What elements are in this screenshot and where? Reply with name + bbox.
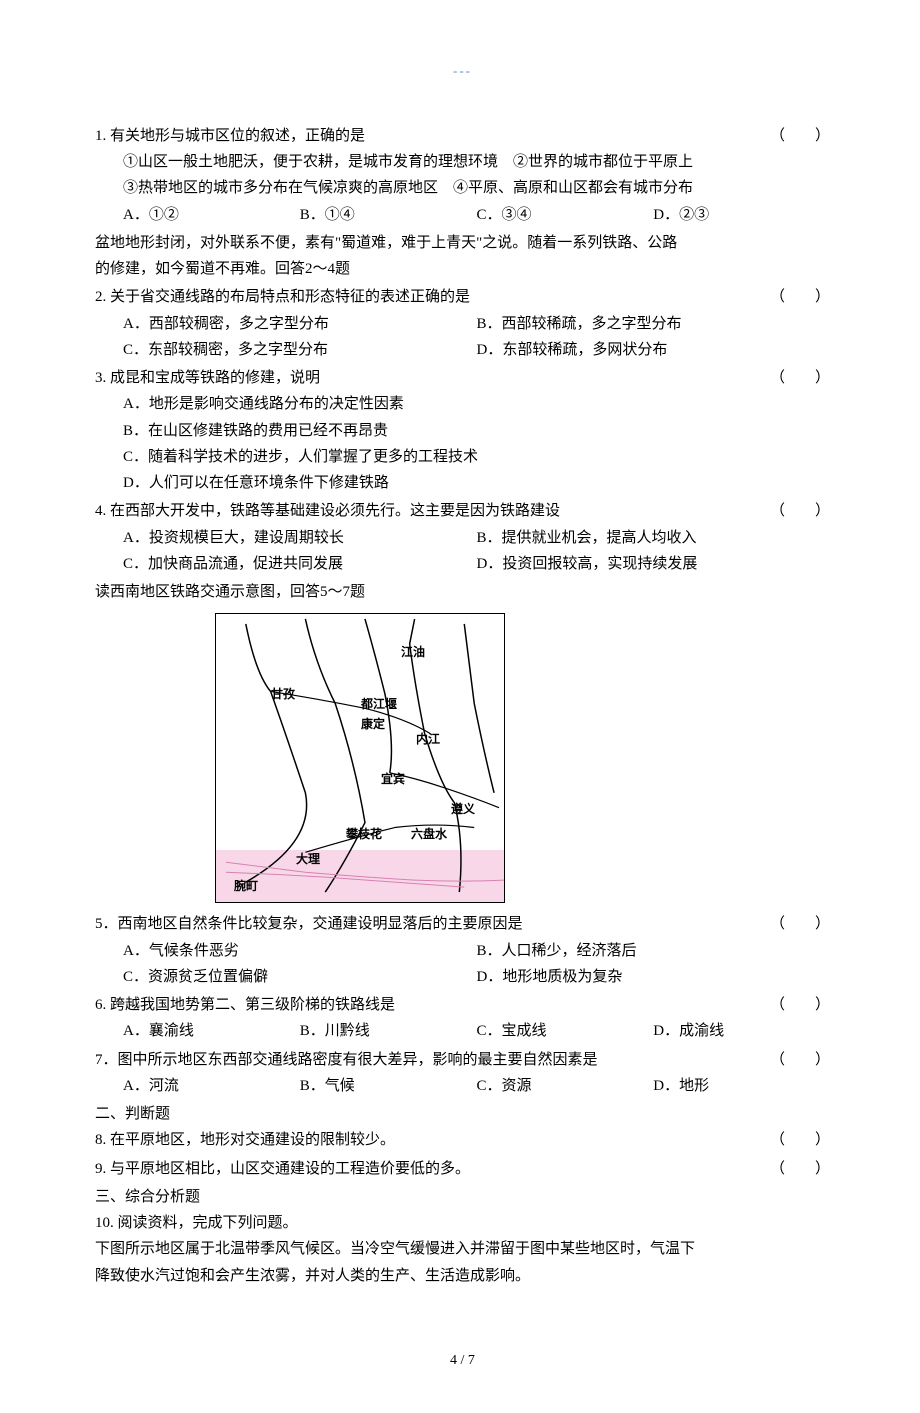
q1-optD: D．②③ (653, 202, 830, 228)
q4-optA: A．投资规模巨大，建设周期较长 (123, 525, 477, 551)
q6-paren: （ ） (760, 992, 830, 1018)
map-container: 江油甘孜 都江堰康定内江宜宾遵义六盘水 攀枝花大理腕町 (95, 613, 830, 903)
q3-optA: A．地形是影响交通线路分布的决定性因素 (95, 391, 830, 417)
q3-paren: （ ） (760, 365, 830, 391)
map-city-label: 攀枝花 (346, 824, 382, 845)
q6-stem: 6. 跨越我国地势第二、第三级阶梯的铁路线是 (95, 992, 760, 1018)
q5-optA: A．气候条件恶劣 (123, 938, 477, 964)
map-city-label: 遵义 (451, 799, 475, 820)
q5-optC: C．资源贫乏位置偏僻 (123, 964, 477, 990)
q7-paren: （ ） (760, 1047, 830, 1073)
q10-line2: 降致使水汽过饱和会产生浓雾，并对人类的生产、生活造成影响。 (95, 1263, 830, 1289)
q1-optA: A．①② (123, 202, 300, 228)
map-city-label: 甘孜 (271, 684, 295, 705)
q4-options-row1: A．投资规模巨大，建设周期较长 B．提供就业机会，提高人均收入 (95, 525, 830, 551)
q5-paren: （ ） (760, 911, 830, 937)
q9-stem: 9. 与平原地区相比，山区交通建设的工程造价要低的多。 (95, 1156, 760, 1182)
header-dash: --- (95, 60, 830, 83)
q7-optC: C．资源 (477, 1073, 654, 1099)
q4-optD: D．投资回报较高，实现持续发展 (477, 551, 831, 577)
map-city-label: 内江 (416, 729, 440, 750)
q2-options-row1: A．西部较稠密，多之字型分布 B．西部较稀疏，多之字型分布 (95, 311, 830, 337)
q5-optD: D．地形地质极为复杂 (477, 964, 831, 990)
q7-optD: D．地形 (653, 1073, 830, 1099)
q8-paren: （ ） (760, 1127, 830, 1153)
q5-options-row1: A．气候条件恶劣 B．人口稀少，经济落后 (95, 938, 830, 964)
map-city-label: 六盘水 (411, 824, 447, 845)
question-10: 10. 阅读资料，完成下列问题。 下图所示地区属于北温带季风气候区。当冷空气缓慢… (95, 1210, 830, 1289)
q7-optA: A．河流 (123, 1073, 300, 1099)
q3-optC: C．随着科学技术的进步，人们掌握了更多的工程技术 (95, 444, 830, 470)
q5-optB: B．人口稀少，经济落后 (477, 938, 831, 964)
question-3: 3. 成昆和宝成等铁路的修建，说明 （ ） A．地形是影响交通线路分布的决定性因… (95, 365, 830, 496)
q6-options: A．襄渝线 B．川黔线 C．宝成线 D．成渝线 (95, 1018, 830, 1044)
question-8: 8. 在平原地区，地形对交通建设的限制较少。 （ ） (95, 1127, 830, 1153)
map-city-label: 宜宾 (381, 769, 405, 790)
q6-optD: D．成渝线 (653, 1018, 830, 1044)
map-city-label: 大理 (296, 849, 320, 870)
section-3-heading: 三、综合分析题 (95, 1184, 830, 1210)
q7-optB: B．气候 (300, 1073, 477, 1099)
q1-statement-1: ①山区一般土地肥沃，便于农耕，是城市发育的理想环境 ②世界的城市都位于平原上 (95, 149, 830, 175)
map-city-label: 腕町 (234, 876, 258, 897)
q2-optA: A．西部较稠密，多之字型分布 (123, 311, 477, 337)
map-city-label: 康定 (361, 714, 385, 735)
page-footer: 4 / 7 (95, 1349, 830, 1374)
q4-optC: C．加快商品流通，促进共同发展 (123, 551, 477, 577)
q3-optD: D．人们可以在任意环境条件下修建铁路 (95, 470, 830, 496)
q6-optA: A．襄渝线 (123, 1018, 300, 1044)
q1-stem: 1. 有关地形与城市区位的叙述，正确的是 (95, 123, 760, 149)
q2-optD: D．东部较稀疏，多网状分布 (477, 337, 831, 363)
question-2: 2. 关于省交通线路的布局特点和形态特征的表述正确的是 （ ） A．西部较稠密，… (95, 284, 830, 363)
q3-stem: 3. 成昆和宝成等铁路的修建，说明 (95, 365, 760, 391)
q7-stem: 7．图中所示地区东西部交通线路密度有很大差异，影响的最主要自然因素是 (95, 1047, 760, 1073)
railway-map: 江油甘孜 都江堰康定内江宜宾遵义六盘水 攀枝花大理腕町 (215, 613, 505, 903)
q2-optB: B．西部较稀疏，多之字型分布 (477, 311, 831, 337)
question-5: 5．西南地区自然条件比较复杂，交通建设明显落后的主要原因是 （ ） A．气候条件… (95, 911, 830, 990)
context1-line1: 盆地地形封闭，对外联系不便，素有"蜀道难，难于上青天"之说。随着一系列铁路、公路 (95, 230, 830, 256)
q8-stem: 8. 在平原地区，地形对交通建设的限制较少。 (95, 1127, 760, 1153)
q1-options: A．①② B．①④ C．③④ D．②③ (95, 202, 830, 228)
q10-stem: 10. 阅读资料，完成下列问题。 (95, 1210, 830, 1236)
question-7: 7．图中所示地区东西部交通线路密度有很大差异，影响的最主要自然因素是 （ ） A… (95, 1047, 830, 1100)
context1-line2: 的修建，如今蜀道不再难。回答2～4题 (95, 256, 830, 282)
q2-options-row2: C．东部较稠密，多之字型分布 D．东部较稀疏，多网状分布 (95, 337, 830, 363)
q6-optC: C．宝成线 (477, 1018, 654, 1044)
q1-optB: B．①④ (300, 202, 477, 228)
q6-optB: B．川黔线 (300, 1018, 477, 1044)
q5-options-row2: C．资源贫乏位置偏僻 D．地形地质极为复杂 (95, 964, 830, 990)
map-city-label: 都江堰 (361, 694, 397, 715)
q4-paren: （ ） (760, 498, 830, 524)
q1-paren: （ ） (760, 123, 830, 149)
q4-stem: 4. 在西部大开发中，铁路等基础建设必须先行。这主要是因为铁路建设 (95, 498, 760, 524)
q1-statement-2: ③热带地区的城市多分布在气候凉爽的高原地区 ④平原、高原和山区都会有城市分布 (95, 175, 830, 201)
q7-options: A．河流 B．气候 C．资源 D．地形 (95, 1073, 830, 1099)
context-2: 读西南地区铁路交通示意图，回答5～7题 (95, 579, 830, 605)
question-4: 4. 在西部大开发中，铁路等基础建设必须先行。这主要是因为铁路建设 （ ） A．… (95, 498, 830, 577)
q9-paren: （ ） (760, 1156, 830, 1182)
q2-paren: （ ） (760, 284, 830, 310)
question-9: 9. 与平原地区相比，山区交通建设的工程造价要低的多。 （ ） (95, 1156, 830, 1182)
q5-stem: 5．西南地区自然条件比较复杂，交通建设明显落后的主要原因是 (95, 911, 760, 937)
map-lines-svg (216, 614, 504, 902)
context-1: 盆地地形封闭，对外联系不便，素有"蜀道难，难于上青天"之说。随着一系列铁路、公路… (95, 230, 830, 283)
q10-line1: 下图所示地区属于北温带季风气候区。当冷空气缓慢进入并滞留于图中某些地区时，气温下 (95, 1236, 830, 1262)
map-city-label: 江油 (401, 642, 425, 663)
q4-optB: B．提供就业机会，提高人均收入 (477, 525, 831, 551)
question-1: 1. 有关地形与城市区位的叙述，正确的是 （ ） ①山区一般土地肥沃，便于农耕，… (95, 123, 830, 228)
q2-stem: 2. 关于省交通线路的布局特点和形态特征的表述正确的是 (95, 284, 760, 310)
q2-optC: C．东部较稠密，多之字型分布 (123, 337, 477, 363)
section-2-heading: 二、判断题 (95, 1101, 830, 1127)
q4-options-row2: C．加快商品流通，促进共同发展 D．投资回报较高，实现持续发展 (95, 551, 830, 577)
q3-optB: B．在山区修建铁路的费用已经不再昂贵 (95, 418, 830, 444)
q1-optC: C．③④ (477, 202, 654, 228)
question-6: 6. 跨越我国地势第二、第三级阶梯的铁路线是 （ ） A．襄渝线 B．川黔线 C… (95, 992, 830, 1045)
